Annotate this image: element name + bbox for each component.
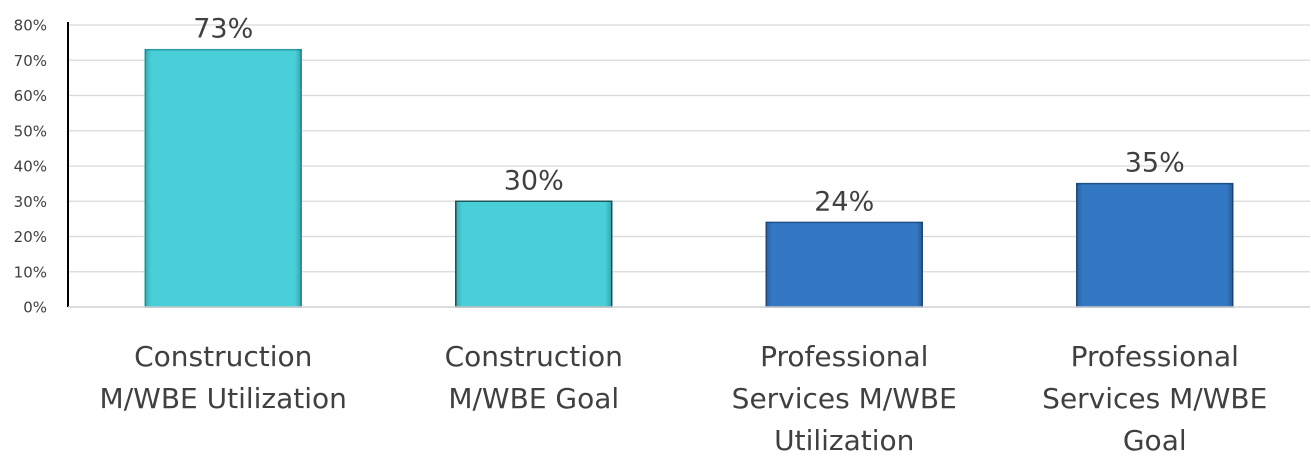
y-tick-label: 70% bbox=[14, 52, 47, 70]
bars bbox=[144, 48, 1234, 308]
y-tick-label: 60% bbox=[14, 87, 47, 105]
y-tick-label: 10% bbox=[14, 263, 47, 281]
x-category-label: Construction bbox=[134, 340, 312, 373]
y-tick-label: 0% bbox=[23, 299, 47, 317]
x-category-label: Professional bbox=[760, 340, 928, 373]
x-axis-category-labels: Construction M/WBE Utilization Constructio… bbox=[100, 340, 1268, 457]
x-category-label: Utilization bbox=[774, 424, 914, 457]
x-category-label: Goal bbox=[1123, 424, 1187, 457]
x-category-label: Professional bbox=[1071, 340, 1239, 373]
y-tick-label: 30% bbox=[14, 193, 47, 211]
bar-bevel bbox=[145, 49, 302, 308]
x-category-label: M/WBE Goal bbox=[448, 382, 619, 415]
x-category-label: M/WBE Utilization bbox=[100, 382, 347, 415]
bar-bevel bbox=[1076, 183, 1233, 307]
x-category-label: Services M/WBE bbox=[732, 382, 957, 415]
bar-bevel bbox=[455, 201, 612, 307]
y-tick-label: 20% bbox=[14, 228, 47, 246]
bar-bevel bbox=[766, 222, 923, 307]
data-label: 35% bbox=[1125, 148, 1185, 179]
y-axis-tick-labels: 0% 10% 20% 30% 40% 50% 60% 70% 80% bbox=[14, 17, 47, 317]
y-tick-label: 80% bbox=[14, 17, 47, 35]
x-category-label: Services M/WBE bbox=[1042, 382, 1267, 415]
x-category-label: Construction bbox=[445, 340, 623, 373]
data-label: 30% bbox=[504, 165, 564, 196]
y-tick-label: 50% bbox=[14, 122, 47, 140]
data-label: 24% bbox=[814, 186, 874, 217]
data-label: 73% bbox=[193, 14, 253, 45]
y-tick-label: 40% bbox=[14, 158, 47, 176]
data-labels: 73% 30% 24% 35% bbox=[193, 14, 1185, 218]
